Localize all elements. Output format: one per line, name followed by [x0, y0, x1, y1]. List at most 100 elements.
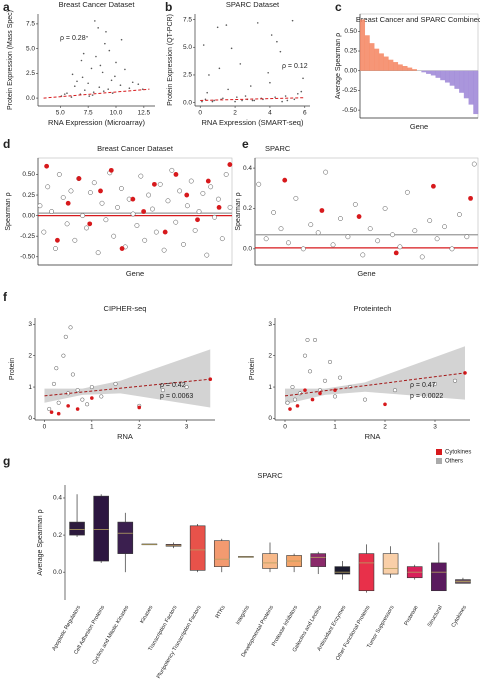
point — [99, 64, 102, 67]
point — [63, 93, 66, 95]
point — [471, 161, 477, 167]
point — [92, 91, 95, 93]
point — [184, 192, 190, 198]
area-segment — [421, 70, 427, 73]
point — [269, 81, 271, 84]
panel-letter: f — [3, 290, 8, 304]
x-tick-label: Protease — [403, 605, 419, 627]
point — [201, 100, 203, 103]
x-axis-label: RNA — [365, 432, 381, 441]
point — [71, 73, 74, 76]
fit-line — [44, 378, 211, 397]
point — [47, 406, 52, 412]
y-tick-label: 2.5 — [26, 70, 35, 77]
area-segment — [459, 70, 465, 93]
point — [456, 212, 462, 217]
y-tick-label: -0.25 — [20, 233, 35, 240]
point — [177, 188, 183, 194]
point — [300, 246, 306, 252]
box — [213, 540, 230, 567]
point — [208, 74, 210, 76]
point — [332, 394, 338, 399]
panel-letter: d — [3, 137, 10, 151]
point — [162, 229, 168, 235]
point — [200, 190, 206, 196]
point — [99, 200, 105, 206]
area-segment — [383, 56, 389, 71]
point — [80, 59, 83, 62]
point — [195, 217, 200, 223]
point — [184, 384, 189, 390]
area-segment — [468, 70, 474, 105]
point — [95, 250, 101, 256]
x-tick-label: 6 — [303, 110, 307, 117]
point — [362, 397, 368, 402]
point — [119, 84, 122, 87]
point — [230, 47, 233, 50]
point — [236, 96, 238, 98]
x-axis-label: Gene — [126, 269, 144, 278]
point — [192, 227, 198, 233]
point — [118, 186, 124, 191]
point — [137, 405, 142, 410]
point — [404, 189, 410, 195]
point — [293, 195, 299, 201]
point — [281, 100, 283, 103]
point — [227, 204, 233, 210]
point — [111, 233, 117, 239]
point — [165, 198, 171, 204]
y-tick-label: -0.25 — [342, 87, 357, 94]
point — [431, 183, 436, 189]
y-tick-label: 0.0 — [243, 246, 252, 253]
point — [49, 209, 55, 214]
point — [66, 404, 70, 408]
area-segment — [440, 70, 446, 81]
point — [54, 366, 59, 371]
point — [392, 388, 398, 393]
x-axis-label: RNA Expression (Microarray) — [48, 118, 146, 127]
y-axis-label: Protein Expression (Mass Spec) — [7, 10, 14, 110]
y-tick-label: 0.50 — [344, 28, 357, 35]
point — [173, 172, 179, 177]
point — [84, 89, 86, 91]
point — [97, 27, 99, 29]
point — [173, 219, 179, 225]
point — [82, 52, 85, 55]
point — [288, 407, 292, 411]
point — [107, 88, 109, 90]
point — [98, 188, 103, 194]
legend-swatch — [436, 449, 442, 455]
point — [452, 378, 458, 383]
point — [161, 247, 167, 253]
point — [338, 216, 343, 222]
point — [432, 381, 438, 386]
point — [293, 98, 296, 101]
point — [318, 391, 322, 396]
point — [41, 229, 47, 235]
chart-title: SPARC — [257, 471, 283, 480]
fit-line — [200, 97, 305, 101]
x-tick-label: RTKs — [215, 605, 227, 620]
x-axis-label: Gene — [410, 122, 428, 131]
point — [393, 250, 399, 256]
point — [302, 353, 308, 358]
point — [239, 63, 242, 65]
x-axis-label: Gene — [357, 269, 375, 278]
box — [262, 553, 278, 569]
point — [65, 200, 71, 206]
point — [234, 100, 236, 103]
point — [146, 192, 152, 198]
y-tick-label: 1 — [268, 384, 272, 391]
point — [419, 254, 425, 260]
point — [157, 181, 163, 187]
point — [80, 397, 85, 402]
point — [356, 214, 362, 219]
y-tick-label: -0.50 — [20, 253, 35, 260]
box — [358, 553, 375, 592]
plot-frame — [37, 157, 233, 266]
point — [90, 396, 94, 400]
chart-title: CIPHER-seq — [104, 304, 147, 313]
point — [44, 163, 50, 169]
y-tick-label: 7.5 — [26, 21, 35, 28]
